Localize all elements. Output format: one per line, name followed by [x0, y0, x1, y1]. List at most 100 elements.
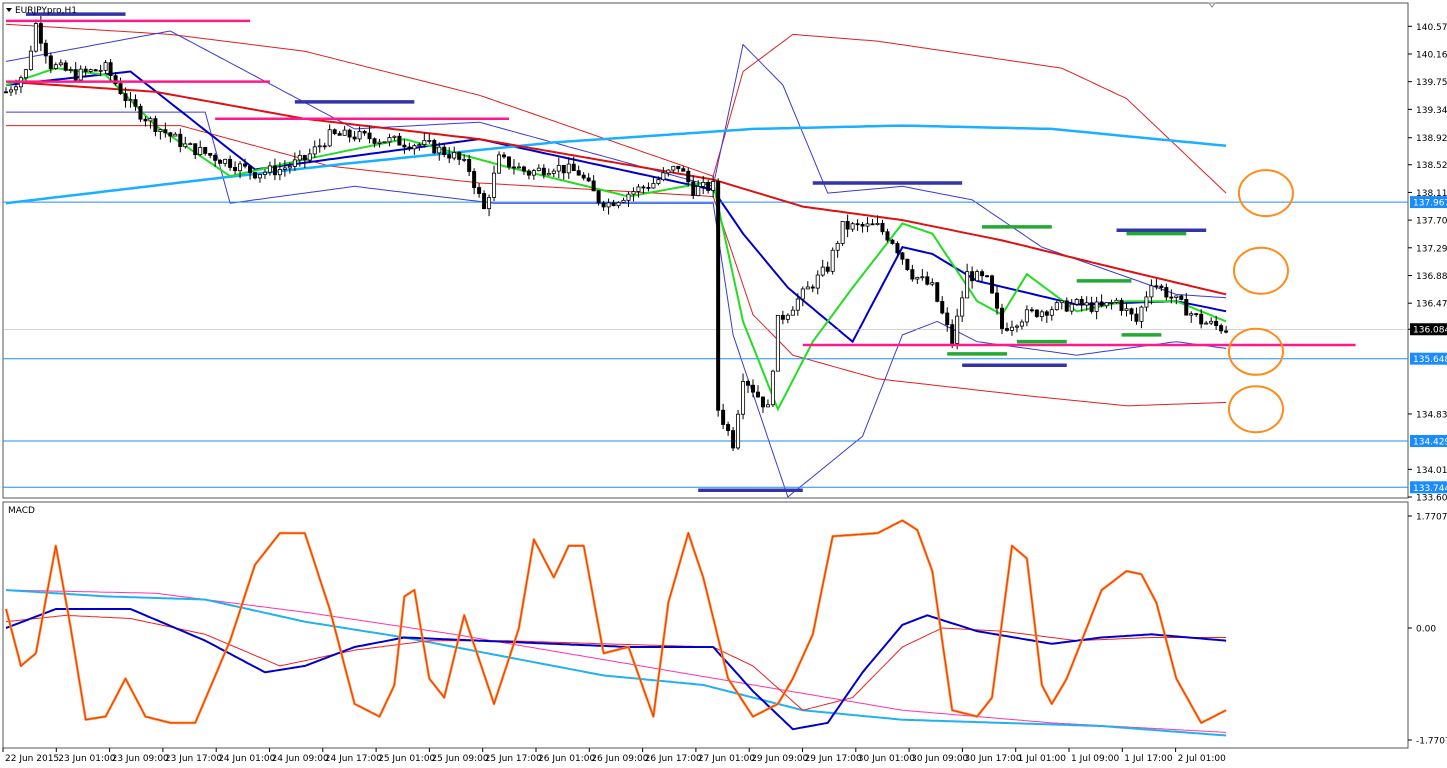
- bollinger-bands: [5, 30, 1227, 498]
- time-tick-label: 30 Jun 09:00: [911, 754, 968, 764]
- highlight-circle[interactable]: [1227, 327, 1284, 376]
- candle-body: [691, 181, 696, 196]
- candle-body: [825, 266, 830, 272]
- price-tick-label: 139.750: [1416, 78, 1447, 88]
- candle-body: [865, 223, 870, 227]
- price-tick-label: 138.520: [1416, 161, 1447, 171]
- candle-body: [1049, 309, 1054, 316]
- time-tick-label: 23 Jun 01:00: [58, 754, 115, 764]
- candle-body: [905, 258, 910, 271]
- current-price-tag: [1410, 323, 1447, 336]
- candle-body: [780, 314, 785, 320]
- candle-body: [795, 298, 800, 311]
- time-tick-label: 24 Jun 01:00: [218, 754, 275, 764]
- highlight-circle[interactable]: [1227, 385, 1284, 434]
- candle-body: [43, 42, 48, 57]
- time-tick-label: 25 Jun 17:00: [485, 754, 542, 764]
- candle-body: [238, 163, 243, 172]
- candle-body: [407, 146, 412, 150]
- candle-body: [1104, 302, 1109, 307]
- price-tick-label: 138.110: [1416, 189, 1447, 199]
- candle-body: [566, 163, 571, 174]
- candle-body: [1029, 309, 1034, 312]
- candle-body: [213, 154, 218, 161]
- candle-body: [601, 202, 606, 208]
- candle-body: [885, 231, 890, 241]
- candle-body: [1184, 299, 1189, 316]
- price-panel[interactable]: 140.570 140.160 139.750 139.340 138.920 138.5…: [2, 2, 1447, 504]
- candle-body: [198, 147, 203, 156]
- candle-body: [8, 89, 13, 93]
- candle-body: [656, 179, 661, 184]
- candle-body: [1009, 326, 1014, 331]
- candle-body: [930, 282, 935, 285]
- level-price-tag: [1410, 435, 1447, 448]
- price-tick-label: 140.570: [1416, 23, 1447, 33]
- candle-body: [228, 158, 233, 168]
- candle-body: [741, 381, 746, 415]
- candle-body: [287, 166, 292, 169]
- candle-body: [1099, 301, 1104, 307]
- price-tick-label: 140.160: [1416, 50, 1447, 60]
- candle-body: [262, 171, 267, 175]
- candle-body: [1004, 328, 1009, 331]
- chart-title: EURJPYpro,H1: [6, 6, 77, 16]
- time-tick-label: 24 Jun 09:00: [272, 754, 329, 764]
- time-tick-label: 29 Jun 17:00: [805, 754, 862, 764]
- level-price-label: 135.648: [1413, 355, 1447, 365]
- candle-body: [1144, 296, 1149, 308]
- candle-body: [1079, 299, 1084, 306]
- candle-body: [1119, 299, 1124, 311]
- candle-body: [616, 202, 621, 207]
- price-tick-label: 134.830: [1416, 410, 1447, 420]
- candle-body: [337, 133, 342, 136]
- time-tick-label: 1 Jul 17:00: [1124, 754, 1173, 764]
- candle-body: [327, 129, 332, 147]
- current-price-label: 136.084: [1413, 326, 1447, 336]
- candle-body: [521, 166, 526, 172]
- candle-body: [696, 186, 701, 196]
- candle-body: [437, 146, 442, 154]
- candle-body: [636, 186, 641, 192]
- candle-body: [1039, 311, 1044, 317]
- candle-body: [58, 62, 63, 66]
- candle-body: [1174, 295, 1179, 298]
- candle-body: [646, 187, 651, 189]
- candle-body: [1149, 285, 1154, 298]
- candle-body: [422, 140, 427, 145]
- scroll-marker-icon[interactable]: [1208, 2, 1216, 8]
- candle-body: [108, 62, 113, 77]
- time-tick-label: 1 Jul 09:00: [1071, 754, 1120, 764]
- candle-body: [1089, 302, 1094, 312]
- candle-body: [48, 55, 53, 69]
- candle-body: [1124, 308, 1129, 311]
- candle-body: [352, 136, 357, 140]
- candle-body: [1069, 303, 1074, 312]
- candle-body: [28, 50, 33, 71]
- price-axis: 140.570 140.160 139.750 139.340 138.920 138.5…: [1408, 23, 1447, 504]
- candle-body: [860, 223, 865, 227]
- candle-body: [347, 129, 352, 138]
- candle-body: [536, 167, 541, 172]
- candle-body: [38, 23, 43, 44]
- candle-body: [332, 129, 337, 134]
- candle-body: [711, 181, 716, 191]
- candle-body: [233, 167, 238, 172]
- menu-triangle-icon[interactable]: [6, 8, 12, 12]
- level-price-tag: [1410, 481, 1447, 494]
- macd-panel[interactable]: MACD 1.7707 0.00 -1.7707: [2, 501, 1447, 749]
- candle-body: [835, 243, 840, 251]
- macd-tick-label: -1.7707: [1416, 737, 1447, 747]
- candle-body: [203, 147, 208, 154]
- candle-body: [1084, 302, 1089, 306]
- candle-body: [850, 223, 855, 230]
- highlight-circle[interactable]: [1232, 246, 1289, 295]
- ma-cyan-line: [5, 124, 1227, 205]
- candle-body: [765, 404, 770, 408]
- candlesticks: [4, 15, 1229, 452]
- price-tick-label: 137.290: [1416, 244, 1447, 254]
- highlight-circle[interactable]: [1237, 169, 1294, 218]
- candle-body: [631, 191, 636, 195]
- candle-body: [63, 62, 68, 71]
